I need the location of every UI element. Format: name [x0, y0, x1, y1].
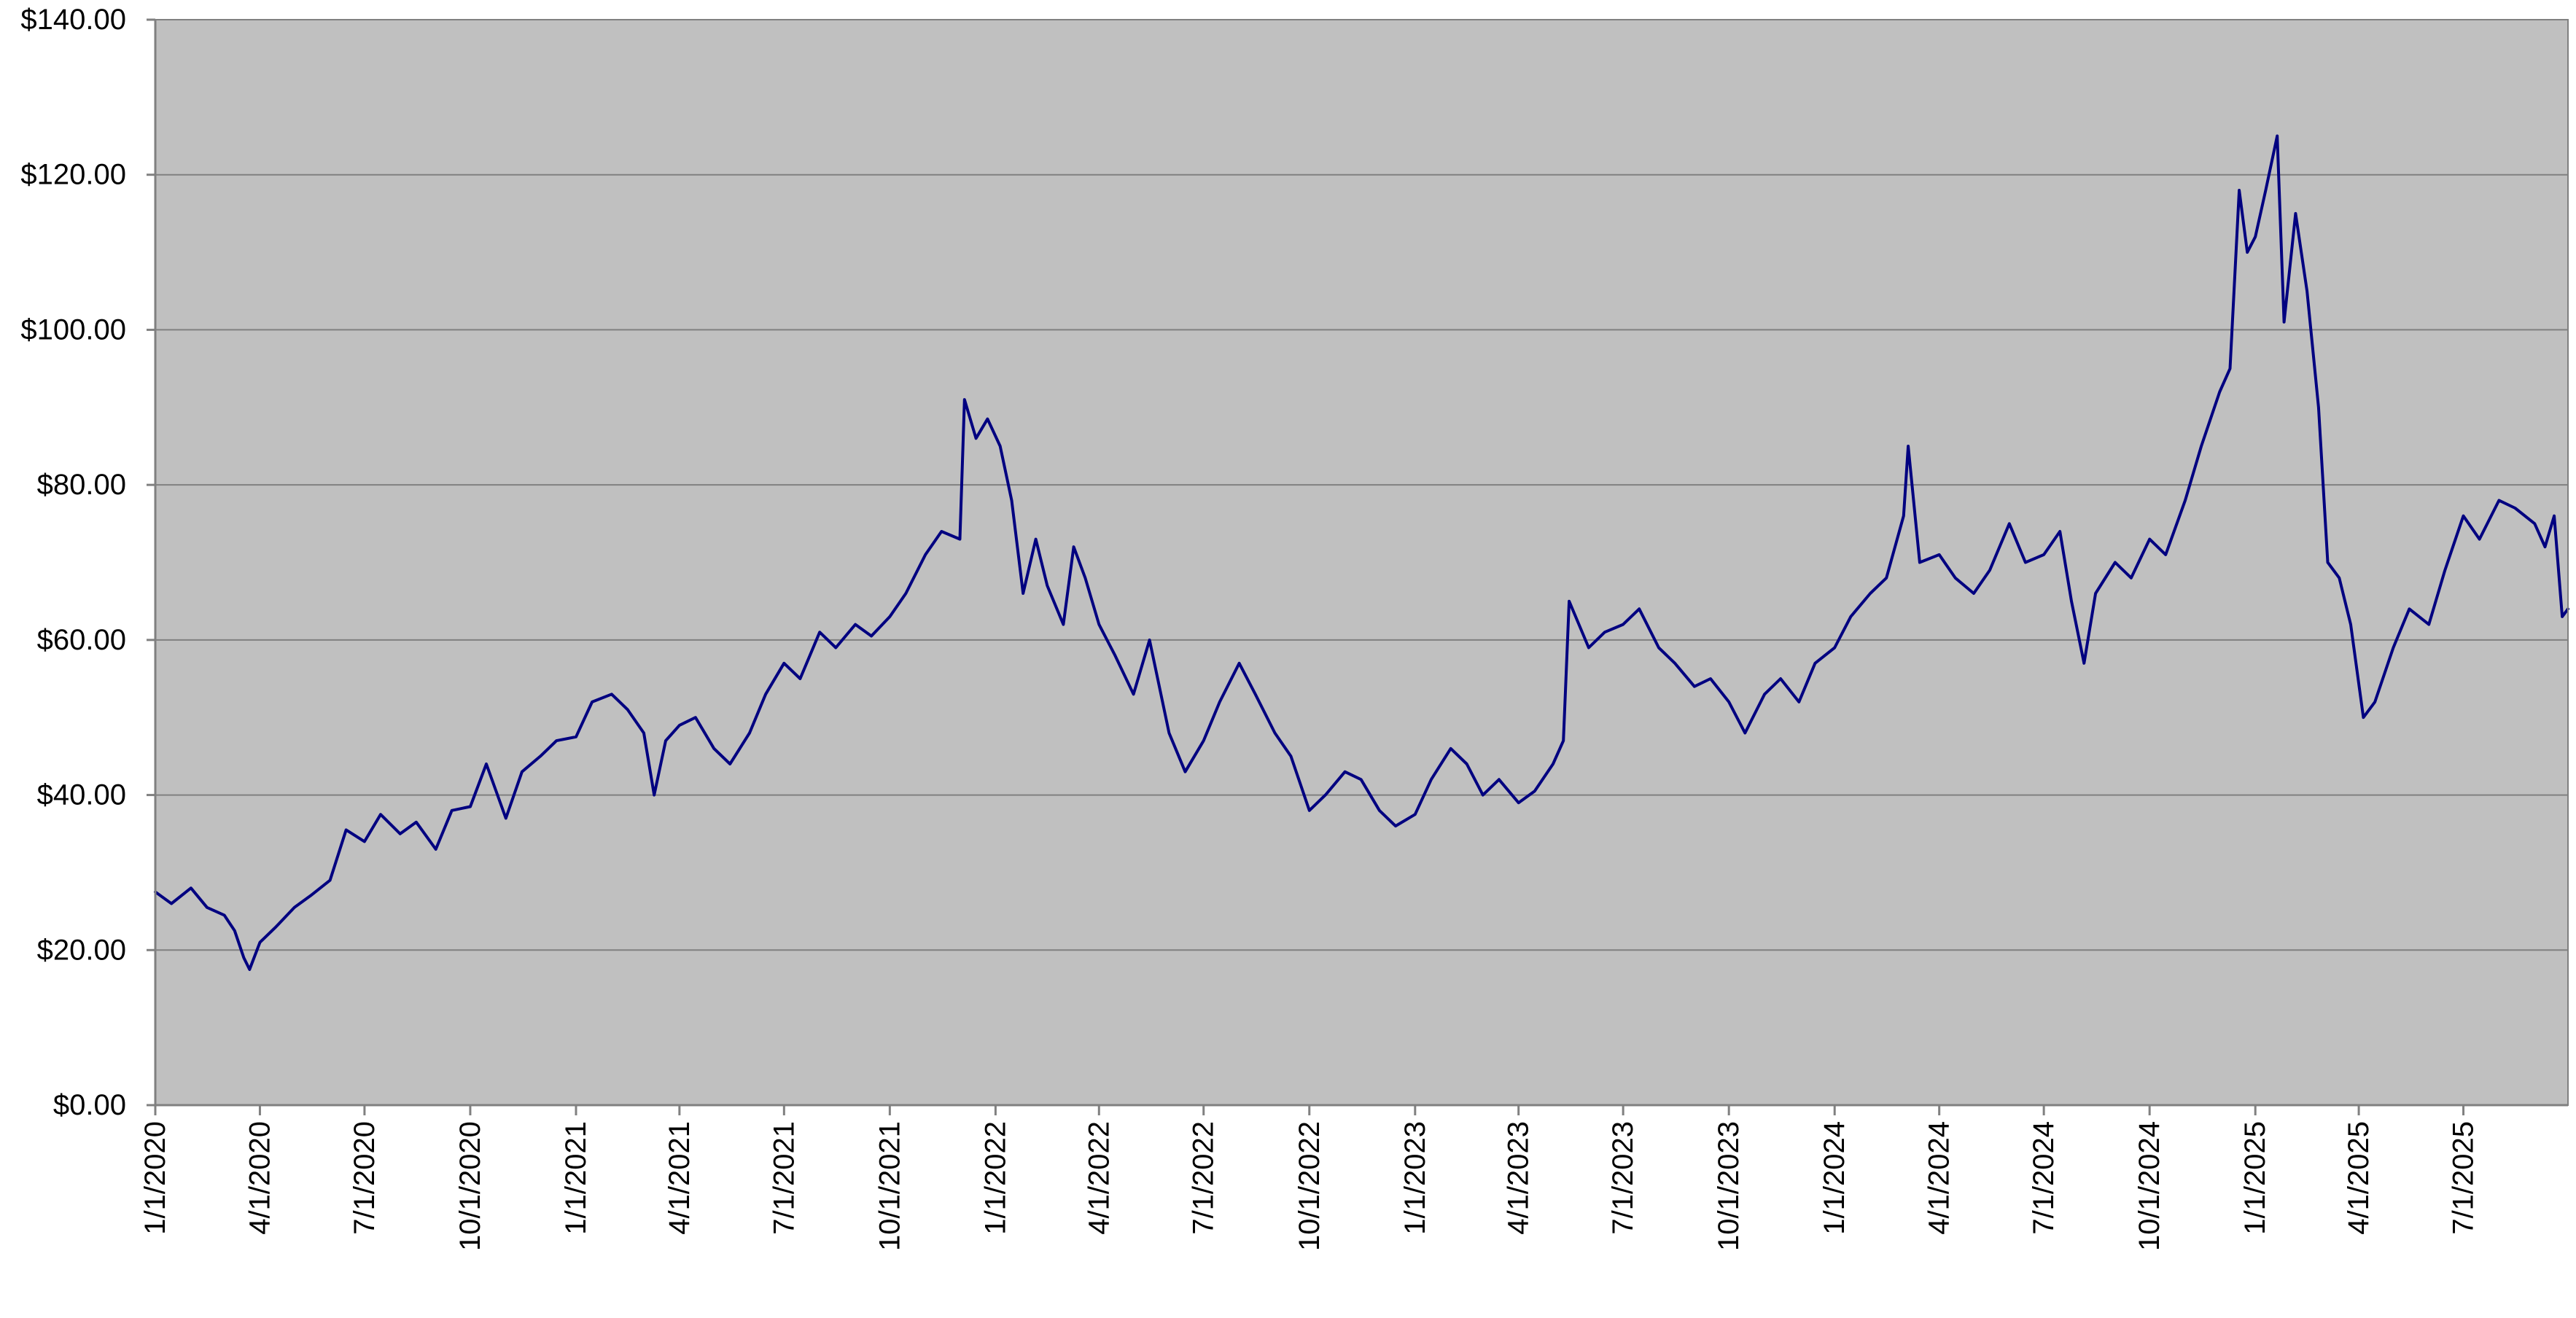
- x-tick-label: 4/1/2021: [664, 1121, 696, 1235]
- x-tick-label: 4/1/2022: [1083, 1121, 1115, 1235]
- x-tick-label: 7/1/2023: [1607, 1121, 1639, 1235]
- x-tick-label: 1/1/2024: [1818, 1121, 1851, 1235]
- y-tick-label: $120.00: [20, 159, 126, 191]
- x-tick-label: 1/1/2025: [2239, 1121, 2271, 1235]
- y-tick-label: $0.00: [53, 1089, 126, 1121]
- x-tick-label: 10/1/2024: [2133, 1121, 2166, 1251]
- price-series-line: [154, 134, 2569, 971]
- x-tick-label: 1/1/2023: [1399, 1121, 1431, 1235]
- x-tick-label: 1/1/2020: [139, 1121, 171, 1235]
- x-tick-label: 4/1/2020: [244, 1121, 276, 1235]
- axes: [147, 18, 2569, 1115]
- x-tick-label: 1/1/2022: [979, 1121, 1011, 1235]
- y-tick-label: $100.00: [20, 313, 126, 346]
- y-tick-label: $40.00: [37, 779, 126, 811]
- x-tick-label: 4/1/2025: [2343, 1121, 2375, 1235]
- x-tick-label: 10/1/2021: [873, 1121, 906, 1251]
- x-tick-label: 7/1/2024: [2028, 1121, 2060, 1235]
- x-tick-label: 7/1/2022: [1188, 1121, 1220, 1235]
- y-tick-label: $60.00: [37, 624, 126, 656]
- x-tick-label: 7/1/2021: [768, 1121, 800, 1235]
- plot-area: [155, 20, 2568, 1105]
- x-tick-label: 10/1/2020: [454, 1121, 486, 1251]
- x-tick-label: 10/1/2023: [1713, 1121, 1745, 1251]
- y-tick-label: $20.00: [37, 934, 126, 966]
- x-axis-tick-labels: 1/1/2020 4/1/2020 7/1/2020 10/1/2020 1/1/202…: [139, 1121, 2480, 1251]
- x-tick-label: 4/1/2024: [1923, 1121, 1956, 1235]
- series-layer: [154, 134, 2569, 971]
- x-tick-label: 10/1/2022: [1293, 1121, 1326, 1251]
- y-tick-label: $140.00: [20, 4, 126, 36]
- x-tick-label: 1/1/2021: [560, 1121, 592, 1235]
- y-axis-tick-labels: $0.00 $20.00 $40.00 $60.00 $80.00 $100.00 $120…: [20, 4, 126, 1121]
- x-tick-label: 4/1/2023: [1503, 1121, 1535, 1235]
- x-tick-label: 7/1/2025: [2448, 1121, 2480, 1235]
- y-tick-label: $80.00: [37, 469, 126, 501]
- x-tick-label: 7/1/2020: [349, 1121, 381, 1235]
